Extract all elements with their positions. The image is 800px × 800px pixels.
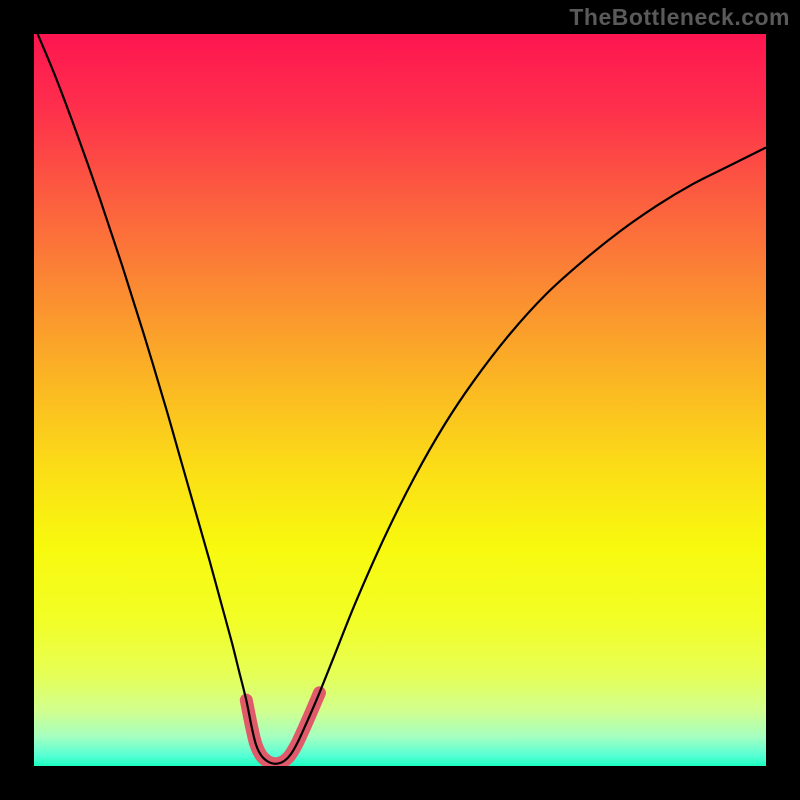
plot-region <box>34 34 766 766</box>
watermark-text: TheBottleneck.com <box>569 4 790 31</box>
main-curve <box>38 34 766 764</box>
root-canvas: TheBottleneck.com <box>0 0 800 800</box>
plot-svg <box>34 34 766 766</box>
highlight-curve <box>246 693 319 764</box>
